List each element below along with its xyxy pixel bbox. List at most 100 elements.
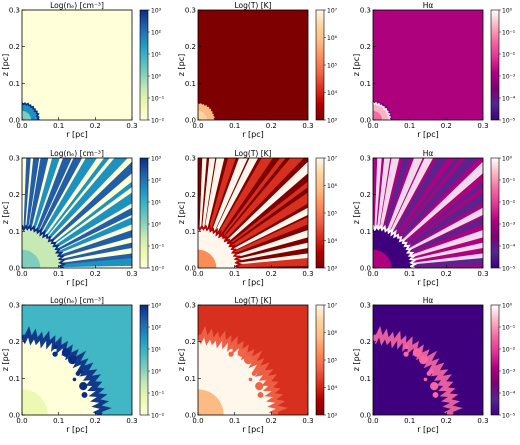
x-tick-label: 0.2 [90, 417, 101, 425]
panel-frame [21, 9, 133, 121]
y-axis-label: z [pc] [1, 54, 10, 76]
clump [72, 377, 77, 382]
inner-bubble [198, 110, 208, 120]
colorbar-tick-label: 10⁵ [327, 211, 338, 218]
panel-fingers-density: 0.0 0.1 0.2 0.3 0.0 0.1 0.2 0.3 r [pc] z [pc] Log(… [1, 149, 165, 287]
panel-frame [197, 304, 309, 416]
y-tick-label: 0.2 [185, 191, 196, 199]
y-tick-label: 0.2 [185, 43, 196, 51]
panel-early-halpha: 0.0 0.1 0.2 0.3 0.0 0.1 0.2 0.3 r [pc] z [pc] Hα 10… [352, 1, 516, 139]
y-tick-label: 0.2 [9, 191, 20, 199]
clump [61, 348, 71, 357]
x-axis-label: r [pc] [66, 130, 88, 139]
panel-frame [372, 157, 484, 269]
panel-early-temperature: 0.0 0.1 0.2 0.3 0.0 0.1 0.2 0.3 r [pc] z [pc] Log(… [177, 1, 338, 139]
colorbar-tick-label: 10² [151, 30, 162, 37]
y-axis-label: z [pc] [177, 202, 186, 224]
colorbar-tick-label: 10⁻⁴ [502, 96, 516, 103]
ray [373, 242, 483, 268]
turbulent-shell [198, 325, 288, 415]
x-axis-label: r [pc] [417, 425, 439, 434]
x-tick-label: 0.2 [266, 270, 277, 278]
x-tick-label: 0.3 [477, 122, 488, 130]
clump [430, 382, 439, 391]
clump [67, 355, 77, 365]
ray [373, 158, 382, 268]
colorbar-tick-label: 10⁻² [502, 200, 516, 207]
shell [22, 102, 40, 120]
y-tick-label: 0.0 [185, 265, 196, 273]
x-tick-label: 0.0 [192, 122, 203, 130]
x-tick-label: 0.3 [126, 417, 137, 425]
clump [251, 371, 257, 376]
colorbar [315, 9, 325, 121]
x-tick-label: 0.1 [404, 122, 415, 130]
clump [432, 391, 439, 398]
clump [423, 377, 428, 382]
x-tick-label: 0.3 [477, 417, 488, 425]
colorbar-tick-label: 10⁰ [151, 369, 162, 376]
colorbar-tick-label: 10⁻⁴ [502, 244, 516, 251]
inner-bubble [22, 110, 32, 120]
colorbar-tick-label: 10⁰ [151, 74, 162, 81]
panel-late-temperature: 0.0 0.1 0.2 0.3 0.0 0.1 0.2 0.3 r [pc] z [pc] Log(… [177, 296, 338, 434]
inner-core [373, 249, 392, 268]
y-axis-label: z [pc] [177, 349, 186, 371]
panel-fingers-temperature: 0.0 0.1 0.2 0.3 0.0 0.1 0.2 0.3 r [pc] z [pc] Log(… [177, 149, 338, 287]
panel-title: Log(nₑ) [cm⁻³] [50, 296, 104, 305]
panel-title: Log(T) [K] [235, 1, 272, 10]
colorbar-tick-label: 10³ [151, 8, 162, 15]
y-tick-label: 0.3 [185, 7, 196, 15]
colorbar-tick-label: 10⁰ [502, 8, 513, 15]
y-tick-label: 0.3 [9, 302, 20, 310]
inner-core [373, 389, 399, 415]
y-tick-label: 0.0 [360, 117, 371, 125]
y-axis-label: z [pc] [177, 54, 186, 76]
colorbar [139, 157, 149, 269]
panel-title: Log(T) [K] [235, 296, 272, 305]
x-axis-label: r [pc] [66, 278, 88, 287]
y-tick-label: 0.1 [9, 80, 20, 88]
panel-frame [372, 9, 484, 121]
colorbar-tick-label: 10¹ [151, 52, 162, 59]
clump [79, 382, 88, 391]
x-tick-label: 0.3 [126, 270, 137, 278]
clump [229, 344, 234, 350]
y-axis-label: z [pc] [352, 349, 361, 371]
y-tick-label: 0.2 [360, 338, 371, 346]
ray [22, 158, 31, 268]
x-tick-label: 0.3 [302, 122, 313, 130]
colorbar-tick-label: 10⁻¹ [151, 96, 165, 103]
panel-frame [21, 304, 133, 416]
clump [403, 351, 409, 357]
panel-title: Hα [423, 1, 434, 10]
colorbar [490, 157, 500, 269]
x-tick-label: 0.2 [441, 417, 452, 425]
colorbar-tick-label: 10⁵ [327, 358, 338, 365]
colorbar-tick-label: 10⁷ [327, 156, 338, 163]
y-tick-label: 0.1 [9, 375, 20, 383]
y-tick-label: 0.1 [185, 375, 196, 383]
hot-bubble [198, 337, 276, 415]
y-tick-label: 0.1 [185, 228, 196, 236]
hot-bubble [373, 337, 451, 415]
panel-fingers-halpha: 0.0 0.1 0.2 0.3 0.0 0.1 0.2 0.3 r [pc] z [pc] Hα 10… [352, 149, 516, 287]
colorbar-tick-label: 10⁻⁵ [502, 413, 516, 420]
panel-title: Log(nₑ) [cm⁻³] [50, 1, 104, 10]
clump [418, 355, 428, 365]
x-tick-label: 0.1 [229, 270, 240, 278]
colorbar-tick-label: 10⁻³ [502, 74, 516, 81]
panel-late-density: 0.0 0.1 0.2 0.3 0.0 0.1 0.2 0.3 r [pc] z [pc] Log(… [1, 296, 165, 434]
ray [198, 158, 207, 268]
y-tick-label: 0.3 [9, 155, 20, 163]
colorbar-tick-label: 10⁴ [327, 385, 338, 392]
colorbar-tick-label: 10² [151, 178, 162, 185]
y-tick-label: 0.3 [360, 7, 371, 15]
colorbar-tick-label: 10³ [327, 266, 338, 273]
colorbar-tick-label: 10⁶ [327, 183, 338, 190]
x-axis-label: r [pc] [242, 278, 264, 287]
panel-background [198, 10, 308, 120]
x-axis-label: r [pc] [66, 425, 88, 434]
clump [228, 351, 234, 357]
